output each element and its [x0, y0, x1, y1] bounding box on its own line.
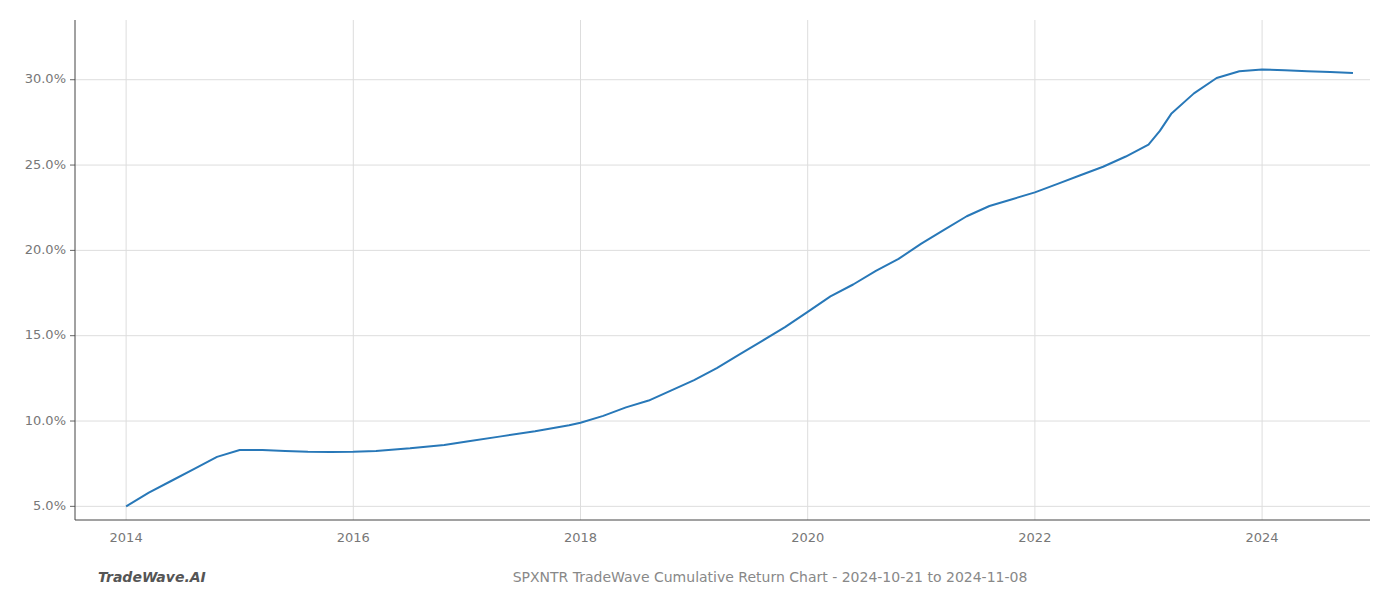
tick-label-y: 20.0% [25, 242, 66, 257]
grid-line-x [807, 20, 808, 520]
axes: 5.0% 10.0% 15.0% 20.0% 25.0% 30.0% 2014 2016 201… [25, 20, 1370, 545]
tick-y [70, 335, 75, 336]
grid-line-x [353, 20, 354, 520]
axis-y [75, 20, 76, 520]
tick-y [70, 79, 75, 80]
tick-y [70, 165, 75, 166]
grid-line-x [126, 20, 127, 520]
tick-label-x: 2024 [1246, 530, 1279, 545]
grid-line-y [75, 79, 1370, 80]
footer: TradeWave.AI [98, 569, 206, 585]
tick-y [70, 506, 75, 507]
tick-label-x: 2022 [1018, 530, 1051, 545]
plot-area [126, 69, 1353, 506]
grid-line-y [75, 421, 1370, 422]
grid-line-y [75, 506, 1370, 507]
tick-label-x: 2016 [337, 530, 370, 545]
grid-line-y [75, 250, 1370, 251]
grid-line-y [75, 335, 1370, 336]
tick-label-y: 15.0% [25, 327, 66, 342]
axis-x [75, 520, 1370, 521]
tick-label-y: 5.0% [33, 498, 66, 513]
grid-line-x [580, 20, 581, 520]
title: SPXNTR TradeWave Cumulative Return Chart… [513, 569, 1028, 585]
tick-y [70, 250, 75, 251]
tick-label-x: 2014 [110, 530, 143, 545]
tick-label-y: 30.0% [25, 71, 66, 86]
grid [75, 20, 1370, 520]
tick-label-y: 25.0% [25, 157, 66, 172]
tick-label-x: 2020 [791, 530, 824, 545]
tick-label-x: 2018 [564, 530, 597, 545]
chart: 5.0% 10.0% 15.0% 20.0% 25.0% 30.0% 2014 2016 201… [0, 0, 1400, 600]
line [126, 69, 1353, 506]
grid-line-y [75, 165, 1370, 166]
grid-line-x [1262, 20, 1263, 520]
tick-y [70, 421, 75, 422]
tick-label-y: 10.0% [25, 413, 66, 428]
grid-line-x [1034, 20, 1035, 520]
